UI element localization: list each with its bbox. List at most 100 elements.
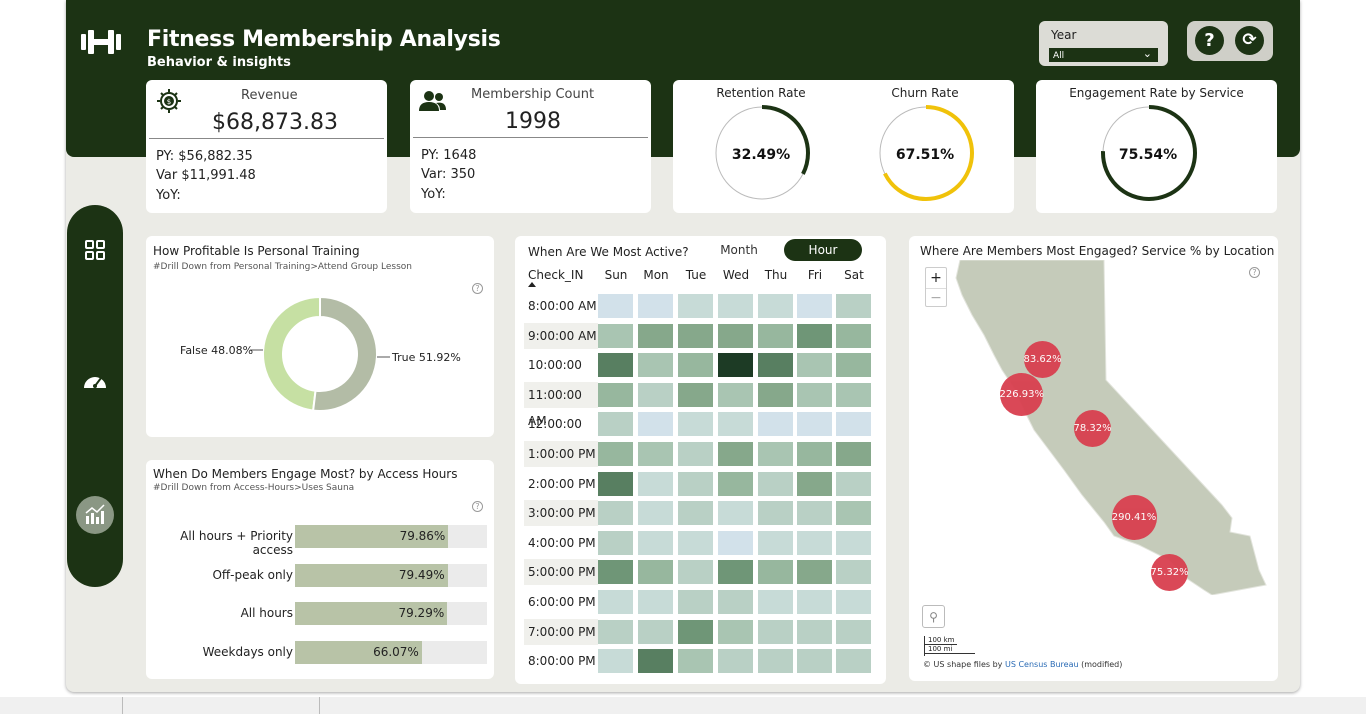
census-bureau-link[interactable]: US Census Bureau [1004, 660, 1079, 669]
heatmap-cell[interactable] [638, 530, 673, 555]
map-location-bubble[interactable]: 290.41% [1111, 494, 1157, 540]
heatmap-cell[interactable] [598, 294, 633, 318]
nav-overview-button[interactable] [77, 232, 113, 268]
bar[interactable] [295, 602, 448, 625]
heatmap-cell[interactable] [678, 530, 713, 555]
heatmap-column-header[interactable]: Fri [807, 268, 823, 282]
zoom-in-button[interactable]: + [930, 270, 942, 286]
heatmap-row-label[interactable]: 8:00:00 AM [528, 299, 597, 313]
heatmap-cell[interactable] [797, 619, 832, 644]
heatmap-cell[interactable] [678, 560, 713, 585]
donut-slice-false[interactable] [262, 295, 321, 412]
heatmap-row-label[interactable]: 7:00:00 PM [524, 618, 598, 645]
heatmap-column-header[interactable]: Mon [643, 268, 669, 282]
heatmap-cell[interactable] [678, 442, 713, 466]
heatmap-cell[interactable] [598, 471, 633, 496]
heatmap-cell[interactable] [678, 619, 713, 644]
heatmap-column-header[interactable]: Sun [604, 268, 628, 282]
heatmap-cell[interactable] [718, 382, 753, 407]
help-button[interactable]: ? [1195, 26, 1224, 55]
info-icon[interactable]: ? [1249, 267, 1260, 278]
heatmap-cell[interactable] [598, 382, 633, 407]
heatmap-cell[interactable] [598, 412, 633, 437]
checkin-header[interactable]: Check_IN [528, 268, 584, 282]
heatmap-cell[interactable] [638, 442, 673, 466]
heatmap-cell[interactable] [638, 412, 673, 437]
heatmap-cell[interactable] [598, 353, 633, 378]
heatmap-cell[interactable] [797, 560, 832, 585]
heatmap-cell[interactable] [836, 590, 871, 614]
heatmap-cell[interactable] [718, 530, 753, 555]
heatmap-cell[interactable] [758, 382, 793, 407]
nav-analysis-button[interactable] [76, 496, 114, 534]
bar[interactable] [295, 641, 422, 664]
heatmap-row-label[interactable]: 4:00:00 PM [528, 535, 596, 550]
heatmap-cell[interactable] [718, 619, 753, 644]
heatmap-cell[interactable] [836, 471, 871, 496]
heatmap-cell[interactable] [797, 412, 832, 437]
heatmap-row-label[interactable]: 6:00:00 PM [528, 595, 596, 609]
heatmap-cell[interactable] [797, 353, 832, 378]
heatmap-cell[interactable] [598, 501, 633, 526]
map-pin-button[interactable]: ⚲ [922, 605, 945, 628]
heatmap-cell[interactable] [678, 649, 713, 674]
heatmap-cell[interactable] [678, 471, 713, 496]
refresh-button[interactable]: ⟳ [1235, 26, 1264, 55]
heatmap-cell[interactable] [758, 471, 793, 496]
heatmap-cell[interactable] [836, 294, 871, 318]
hour-toggle[interactable]: Hour [784, 239, 862, 261]
heatmap-cell[interactable] [638, 382, 673, 407]
heatmap-row-label[interactable]: 9:00:00 AM [524, 322, 598, 349]
heatmap-row-label[interactable]: 8:00:00 PM [528, 654, 596, 669]
heatmap-cell[interactable] [678, 382, 713, 407]
map-location-bubble[interactable]: 75.32% [1150, 553, 1189, 591]
heatmap-cell[interactable] [758, 353, 793, 378]
heatmap-cell[interactable] [598, 590, 633, 614]
heatmap-cell[interactable] [836, 619, 871, 644]
heatmap-cell[interactable] [638, 294, 673, 318]
heatmap-cell[interactable] [718, 294, 753, 318]
heatmap-cell[interactable] [718, 471, 753, 496]
heatmap-cell[interactable] [758, 649, 793, 674]
info-icon[interactable]: ? [472, 501, 483, 512]
heatmap-cell[interactable] [836, 412, 871, 437]
heatmap-cell[interactable] [797, 382, 832, 407]
heatmap-cell[interactable] [598, 323, 633, 348]
heatmap-cell[interactable] [718, 323, 753, 348]
heatmap-cell[interactable] [598, 649, 633, 674]
heatmap-cell[interactable] [758, 590, 793, 614]
heatmap-cell[interactable] [758, 530, 793, 555]
heatmap-cell[interactable] [836, 501, 871, 526]
info-icon[interactable]: ? [472, 283, 483, 294]
donut-slice-true[interactable] [312, 295, 378, 412]
heatmap-cell[interactable] [638, 649, 673, 674]
year-slicer[interactable]: Year All ⌄ [1039, 21, 1168, 66]
heatmap-row-label[interactable]: 10:00:00 AM [528, 358, 582, 398]
heatmap-cell[interactable] [836, 382, 871, 407]
nav-dashboard-button[interactable] [77, 365, 113, 401]
heatmap-cell[interactable] [836, 323, 871, 348]
heatmap-cell[interactable] [638, 501, 673, 526]
map-location-bubble[interactable]: 83.62% [1023, 340, 1062, 378]
heatmap-cell[interactable] [638, 590, 673, 614]
heatmap-cell[interactable] [797, 530, 832, 555]
heatmap-cell[interactable] [718, 353, 753, 378]
sort-ascending-icon[interactable] [528, 282, 536, 287]
heatmap-cell[interactable] [718, 501, 753, 526]
heatmap-cell[interactable] [678, 353, 713, 378]
heatmap-cell[interactable] [678, 590, 713, 614]
heatmap-cell[interactable] [598, 619, 633, 644]
map-location-bubble[interactable]: 78.32% [1073, 409, 1112, 447]
heatmap-cell[interactable] [758, 619, 793, 644]
heatmap-cell[interactable] [836, 442, 871, 466]
heatmap-cell[interactable] [718, 412, 753, 437]
heatmap-cell[interactable] [678, 294, 713, 318]
heatmap-cell[interactable] [836, 560, 871, 585]
heatmap-cell[interactable] [678, 323, 713, 348]
heatmap-cell[interactable] [758, 560, 793, 585]
heatmap-row-label[interactable]: 11:00:00 AM [524, 381, 598, 428]
bar[interactable] [295, 525, 449, 548]
heatmap-cell[interactable] [797, 590, 832, 614]
month-toggle[interactable]: Month [720, 243, 758, 257]
heatmap-cell[interactable] [598, 560, 633, 585]
